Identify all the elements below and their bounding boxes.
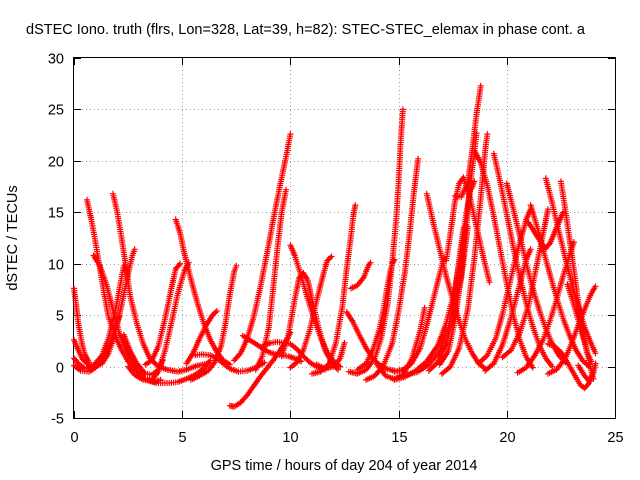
- series-arc-32: [391, 254, 447, 375]
- data-marks: [514, 239, 577, 376]
- series-arc-35: [404, 224, 467, 378]
- series-arc-27: [348, 259, 374, 292]
- series-arc-40: [443, 174, 493, 286]
- x-tick-label: 20: [499, 430, 515, 446]
- series-arc-14: [187, 262, 240, 383]
- series-arc-09: [125, 259, 192, 383]
- y-tick-label: 5: [56, 309, 64, 325]
- series-arc-41: [471, 147, 536, 371]
- series-arc-25: [309, 202, 359, 377]
- series-arc-29: [345, 106, 406, 377]
- x-tick-label: 0: [70, 430, 78, 446]
- series-arc-13: [183, 308, 220, 367]
- y-tick-label: 20: [48, 155, 64, 171]
- series-arc-10: [142, 260, 183, 368]
- series-arc-12: [144, 357, 214, 386]
- data-marks: [438, 131, 491, 377]
- data-marks: [345, 106, 406, 377]
- series-arc-17: [231, 131, 294, 364]
- x-tick-label: 15: [391, 430, 407, 446]
- data-marks: [71, 313, 123, 375]
- series-arc-30: [363, 155, 422, 383]
- data-marks: [144, 357, 214, 386]
- data-marks: [231, 131, 294, 364]
- y-tick-label: 0: [56, 361, 64, 377]
- data-marks: [404, 224, 467, 378]
- data-marks: [471, 147, 536, 371]
- chart-title: dSTEC Iono. truth (flrs, Lon=328, Lat=39…: [26, 22, 586, 38]
- data-marks: [287, 253, 335, 371]
- data-marks: [564, 281, 597, 382]
- series-arc-07: [71, 313, 123, 375]
- series-arc-04: [84, 196, 147, 379]
- y-tick-label: 10: [48, 258, 64, 274]
- data-marks: [172, 216, 233, 368]
- data-marks: [142, 260, 183, 368]
- data-marks: [252, 186, 290, 373]
- series-arc-39: [451, 82, 484, 200]
- data-marks: [451, 82, 484, 200]
- y-tick-label: 15: [48, 206, 64, 222]
- x-axis-label: GPS time / hours of day 204 of year 2014: [211, 458, 478, 474]
- series-arc-01: [71, 285, 93, 366]
- x-tick-label: 5: [178, 430, 186, 446]
- data-marks: [443, 174, 493, 286]
- series-arc-38: [438, 131, 491, 377]
- series-arc-51: [514, 239, 577, 376]
- data-marks: [125, 259, 192, 383]
- y-axis-label: dSTEC / TECUs: [5, 185, 21, 290]
- x-tick-label: 25: [607, 430, 623, 446]
- data-marks: [110, 190, 212, 375]
- series-arc-23: [287, 253, 335, 371]
- y-tick-label: 25: [48, 103, 64, 119]
- series-arc-11: [172, 216, 233, 368]
- data-marks: [187, 262, 240, 383]
- ticks-layer: 0 5 10 15 20 25 -5 0 5 10 15 20 25 30: [48, 52, 624, 447]
- data-marks: [84, 196, 147, 379]
- y-tick-label: -5: [51, 412, 64, 428]
- data-marks: [309, 202, 359, 377]
- plot-frame: [73, 57, 616, 419]
- points-layer: [71, 82, 599, 410]
- data-marks: [391, 254, 447, 375]
- data-marks: [71, 285, 93, 366]
- series-arc-55: [564, 281, 597, 382]
- data-marks: [183, 308, 220, 367]
- x-tick-label: 10: [282, 430, 298, 446]
- y-tick-label: 30: [48, 52, 64, 68]
- series-arc-19: [252, 186, 290, 373]
- series-arc-06: [110, 190, 212, 375]
- data-marks: [348, 259, 374, 292]
- data-marks: [363, 155, 422, 383]
